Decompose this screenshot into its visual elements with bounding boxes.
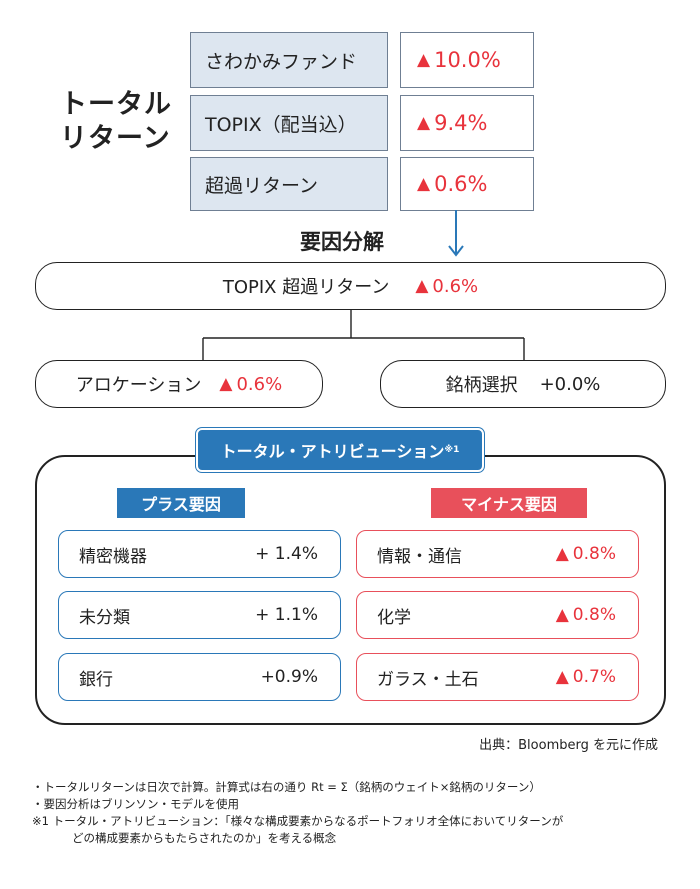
total-return-title: トータル リターン [60,88,172,156]
triangle-up-icon: ▲ [555,667,569,687]
item-name: 化学 [377,607,411,628]
item-name: ガラス・土石 [377,669,479,690]
excess-value: 0.6% [432,275,479,297]
attribution-note-mark: ※1 [444,445,460,455]
item-value: 0.8% [572,605,616,625]
allocation-box: アロケーション ▲ 0.6% [35,360,323,408]
row-value: 10.0% [434,48,501,72]
allocation-value: 0.6% [236,373,283,395]
triangle-up-icon: ▲ [417,113,431,133]
selection-box: 銘柄選択 +0.0% [380,360,666,408]
plus-factors-heading: プラス要因 [117,488,245,518]
row-fund-label: さわかみファンド [190,32,388,88]
item-name: 精密機器 [79,546,147,567]
item-value: + 1.4% [255,544,318,564]
attribution-title: トータル・アトリビューション ※1 [196,428,484,472]
triangle-up-icon: ▲ [555,605,569,625]
footnote: ・トータルリターンは日次で計算。計算式は右の通り Rt = Σ（銘柄のウェイト×… [32,780,541,794]
row-value: 9.4% [434,111,488,135]
item-name: 銀行 [79,669,113,690]
plus-item: 未分類 + 1.1% [58,591,341,639]
source-note: 出典：Bloomberg を元に作成 [479,738,658,753]
row-topix-value: ▲ 9.4% [400,95,534,151]
row-fund-value: ▲ 10.0% [400,32,534,88]
title-line-2: リターン [60,123,171,154]
footnote: ・要因分析はブリンソン・モデルを使用 [32,797,239,811]
row-value: 0.6% [434,172,488,196]
minus-factors-heading: マイナス要因 [431,488,587,518]
item-value: 0.8% [572,544,616,564]
item-name: 情報・通信 [377,546,462,567]
item-value: +0.9% [260,667,318,687]
excess-label: TOPIX 超過リターン [222,277,390,298]
footnote: ※1 トータル・アトリビューション：「様々な構成要素からなるポートフォリオ全体に… [32,814,564,828]
triangle-up-icon: ▲ [219,374,233,394]
excess-return-box: TOPIX 超過リターン ▲ 0.6% [35,262,666,310]
row-label: さわかみファンド [205,50,358,73]
item-name: 未分類 [79,607,130,628]
allocation-label: アロケーション [75,375,202,396]
triangle-up-icon: ▲ [555,544,569,564]
triangle-up-icon: ▲ [417,50,431,70]
triangle-up-icon: ▲ [417,174,431,194]
decomposition-heading: 要因分解 [300,230,384,254]
row-topix-label: TOPIX（配当込） [190,95,388,151]
item-value: + 1.1% [255,605,318,625]
selection-label: 銘柄選択 [445,375,518,396]
plus-item: 銀行 +0.9% [58,653,341,701]
row-excess-label: 超過リターン [190,157,388,211]
minus-item: 情報・通信 ▲ 0.8% [356,530,639,578]
selection-value: +0.0% [539,373,601,395]
footnote: どの構成要素からもたらされたのか」を考える概念 [72,831,337,845]
arrow-down-icon [448,210,464,257]
minus-item: 化学 ▲ 0.8% [356,591,639,639]
title-line-1: トータル [60,89,172,120]
row-label: 超過リターン [205,174,319,197]
minus-item: ガラス・土石 ▲ 0.7% [356,653,639,701]
footnotes: ・トータルリターンは日次で計算。計算式は右の通り Rt = Σ（銘柄のウェイト×… [32,779,682,847]
item-value: 0.7% [572,667,616,687]
triangle-up-icon: ▲ [415,276,429,296]
row-label: TOPIX（配当込） [205,113,357,136]
row-excess-value: ▲ 0.6% [400,157,534,211]
attribution-title-text: トータル・アトリビューション [220,442,445,461]
plus-item: 精密機器 + 1.4% [58,530,341,578]
